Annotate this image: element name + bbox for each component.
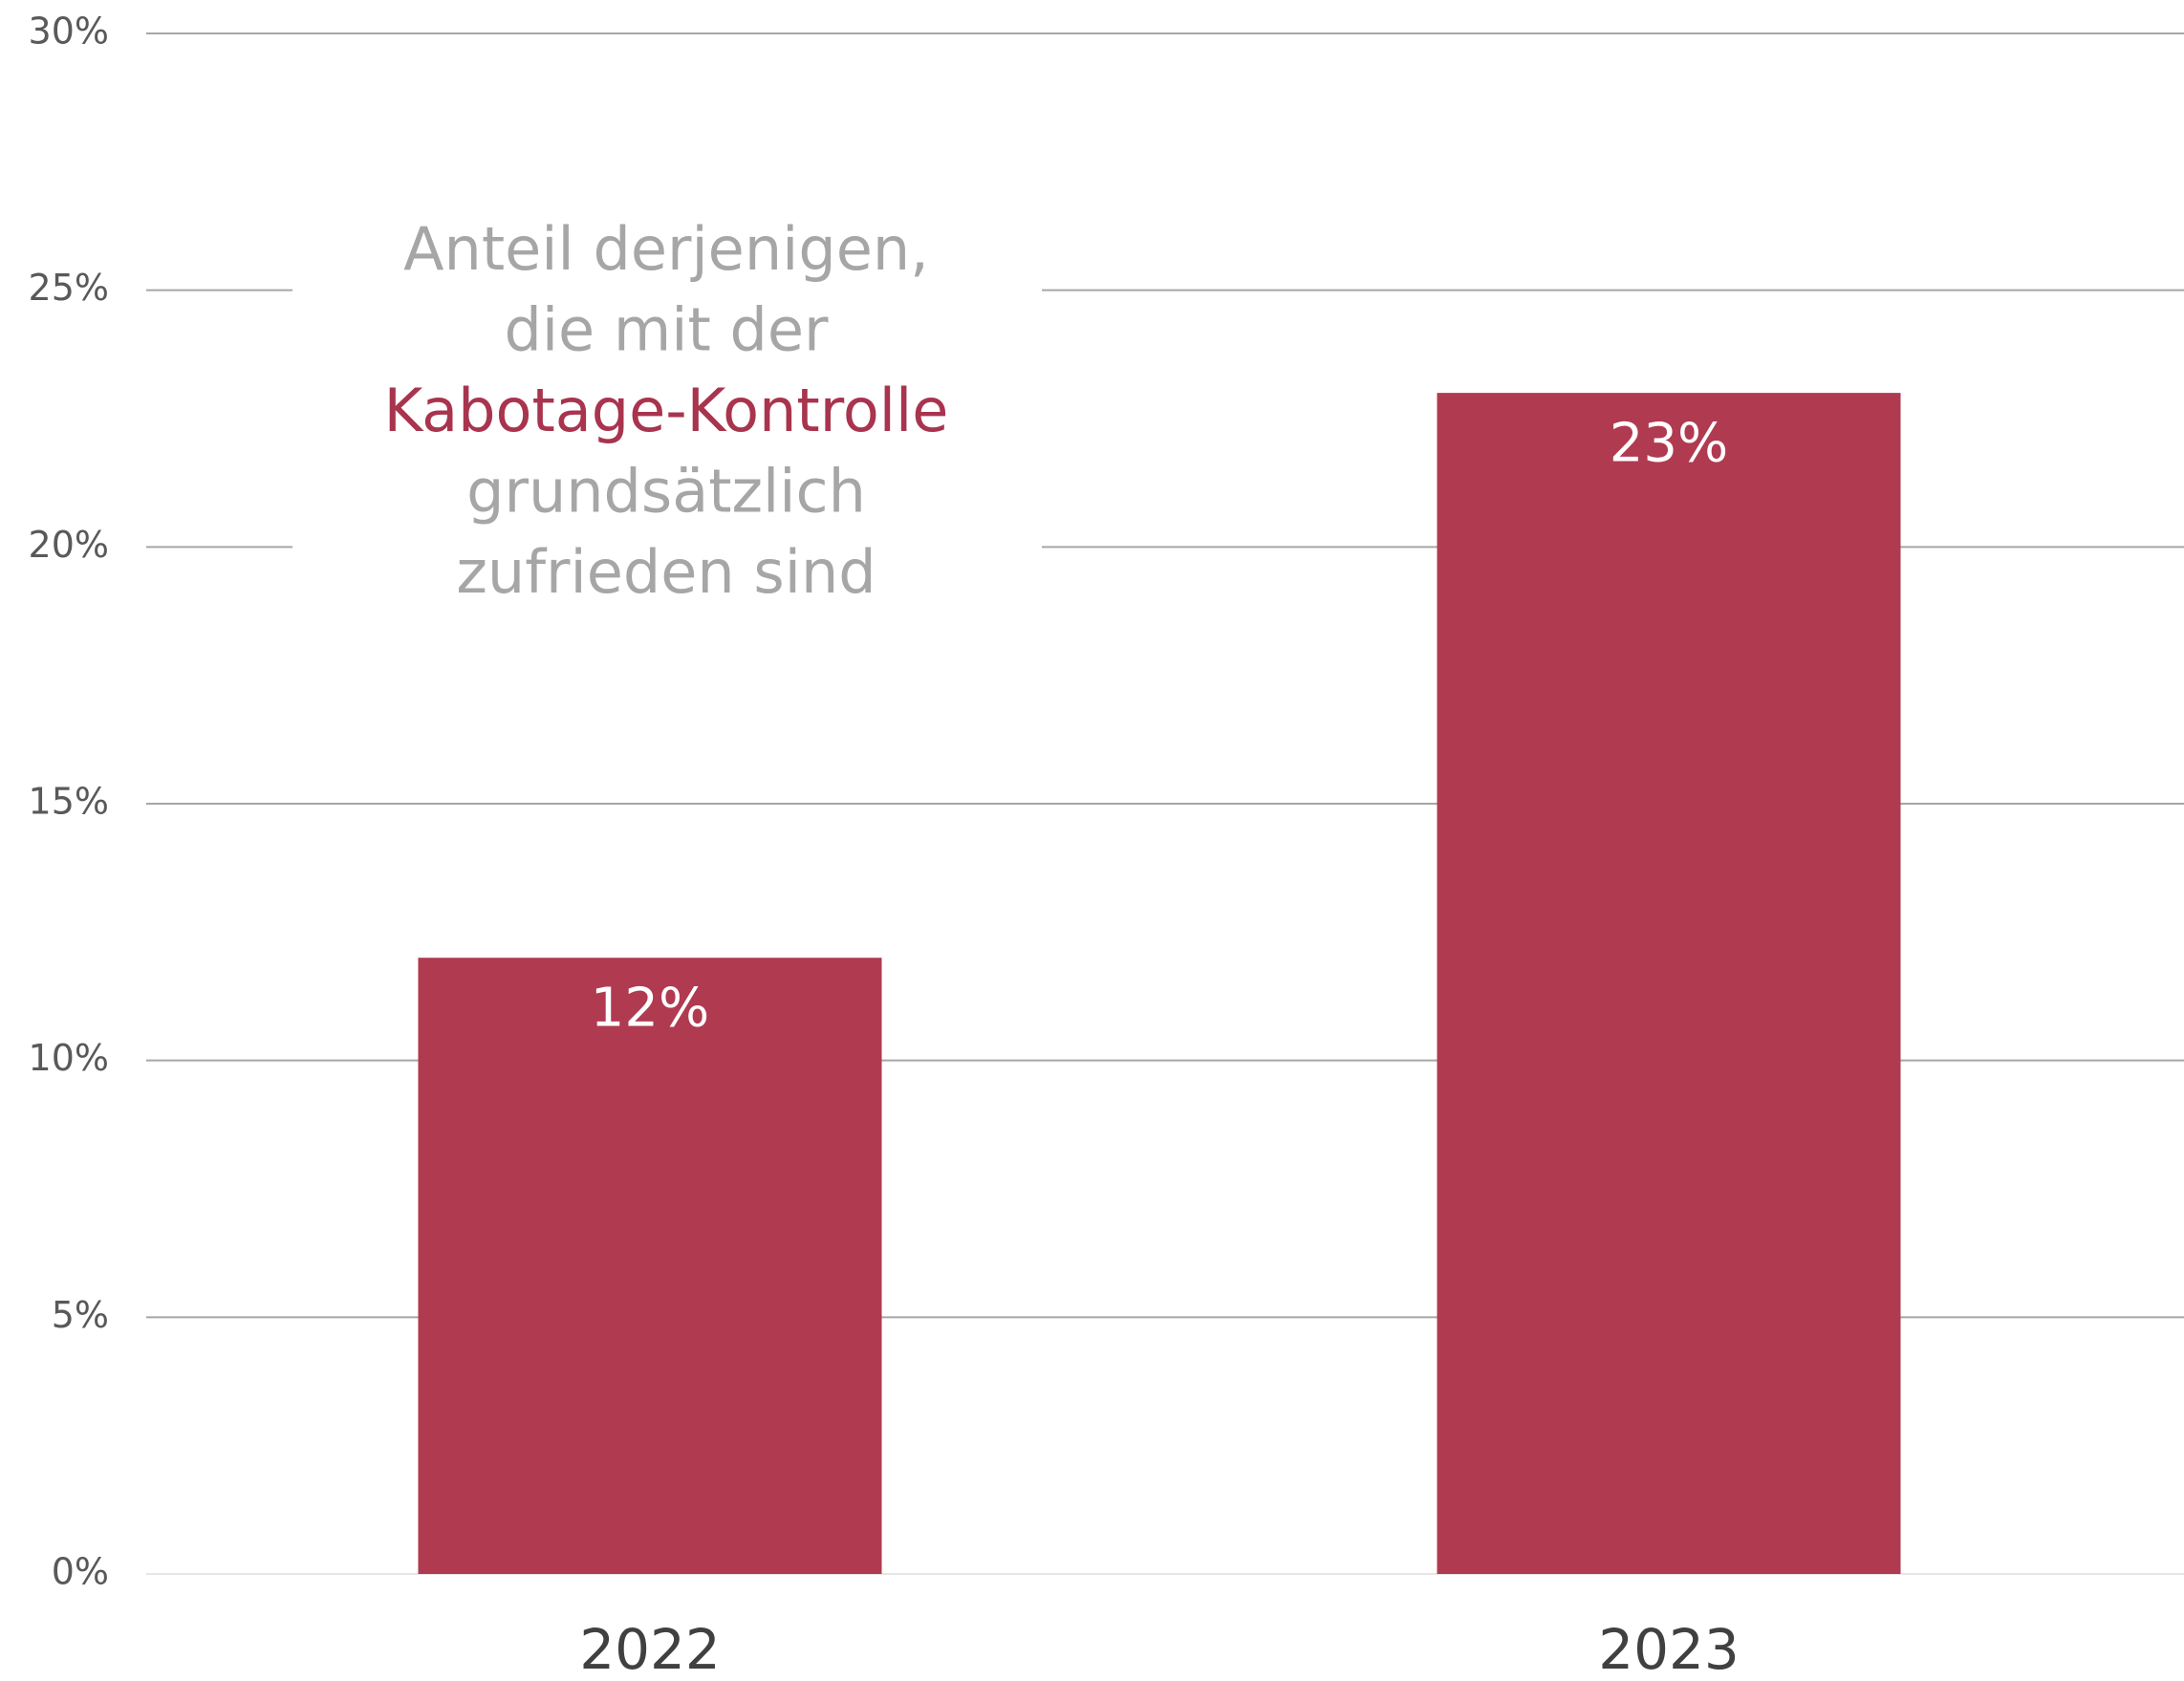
annotation-line: zufrieden sind bbox=[456, 537, 876, 607]
y-tick-label: 20% bbox=[29, 524, 109, 566]
y-tick-label: 10% bbox=[29, 1037, 109, 1079]
annotation-line: grundsätzlich bbox=[466, 457, 866, 527]
y-tick-label: 30% bbox=[29, 11, 109, 53]
y-tick-label: 5% bbox=[52, 1294, 109, 1336]
annotation-line: die mit der bbox=[504, 295, 829, 365]
value-label: 23% bbox=[1610, 412, 1728, 474]
bar bbox=[1437, 393, 1901, 1575]
x-tick-label: 2023 bbox=[1598, 1617, 1740, 1681]
annotation-line: Kabotage-Kontrolle bbox=[384, 376, 949, 445]
x-tick-label: 2022 bbox=[579, 1617, 721, 1681]
y-tick-label: 15% bbox=[29, 781, 109, 823]
y-tick-label: 0% bbox=[52, 1551, 109, 1593]
bar bbox=[418, 958, 882, 1574]
annotation-background bbox=[292, 205, 1042, 616]
value-label: 12% bbox=[591, 977, 709, 1039]
y-tick-label: 25% bbox=[29, 267, 109, 309]
annotation-line: Anteil derjenigen, bbox=[403, 214, 929, 284]
